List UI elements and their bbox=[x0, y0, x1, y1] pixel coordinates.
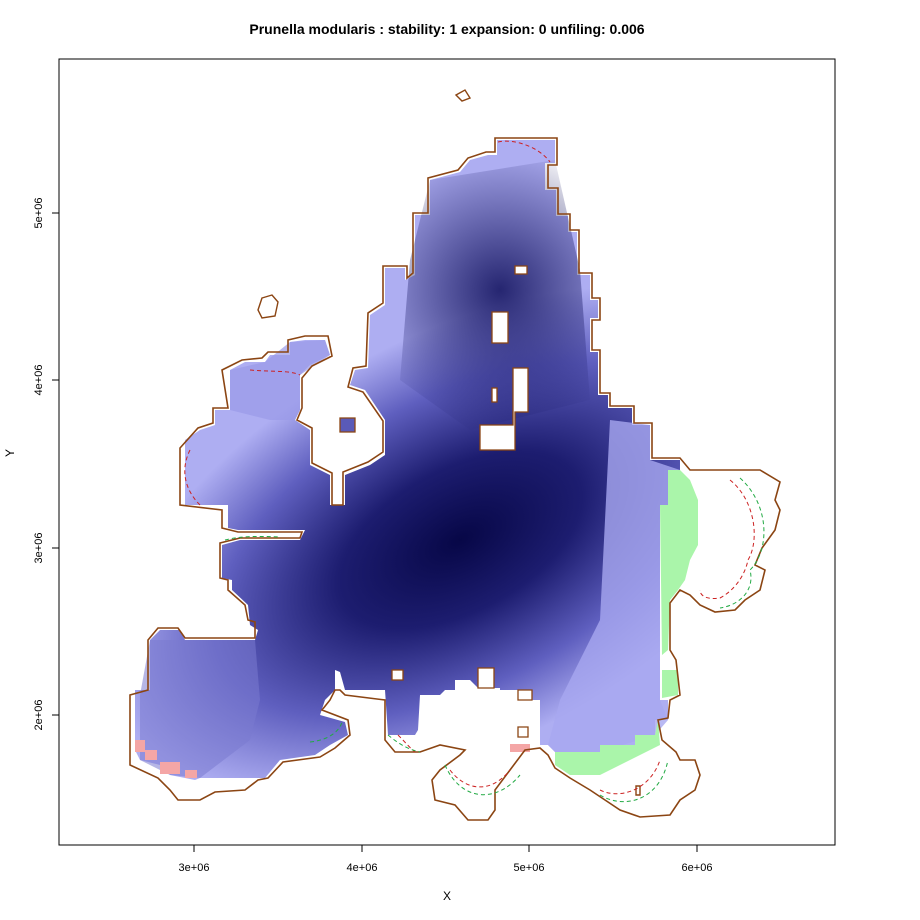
x-axis-label: X bbox=[442, 889, 451, 903]
density-northwest-lobe bbox=[230, 340, 330, 420]
y-tick-label: 3e+06 bbox=[33, 533, 45, 564]
islands bbox=[257, 89, 641, 796]
y-axis-ticks bbox=[52, 212, 59, 716]
x-axis-ticks bbox=[193, 845, 698, 852]
x-tick-label: 4e+06 bbox=[347, 862, 378, 874]
x-tick-label: 6e+06 bbox=[682, 862, 713, 874]
y-tick-label: 2e+06 bbox=[33, 700, 45, 731]
contour-lines bbox=[184, 140, 765, 803]
x-tick-label: 5e+06 bbox=[514, 862, 545, 874]
holes bbox=[339, 265, 533, 738]
plot-frame bbox=[58, 58, 836, 846]
density-east-edge bbox=[548, 420, 680, 752]
plot-title: Prunella modularis : stability: 1 expans… bbox=[249, 21, 645, 37]
study-area-outline bbox=[129, 137, 781, 821]
x-tick-label: 3e+06 bbox=[179, 862, 210, 874]
y-tick-label: 4e+06 bbox=[33, 365, 45, 396]
unfilling-cells bbox=[135, 740, 530, 778]
density-west-block bbox=[140, 640, 260, 778]
density-core bbox=[400, 160, 590, 430]
y-tick-label: 5e+06 bbox=[33, 198, 45, 229]
